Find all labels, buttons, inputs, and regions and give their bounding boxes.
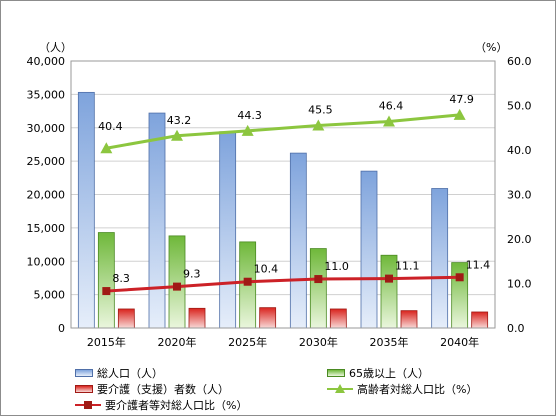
data-label: 10.4	[254, 263, 279, 276]
legend-item-elderly-ratio: 高齢者対総人口比（%）	[327, 381, 477, 397]
marker-square	[102, 287, 111, 296]
y-left-tick-label: 10,000	[27, 255, 66, 268]
legend-label: 要介護者等対総人口比（%）	[105, 399, 248, 412]
bar-care-count	[471, 311, 489, 329]
data-label: 11.1	[395, 260, 420, 273]
line-care-ratio	[106, 275, 460, 293]
y-left-unit: （人）	[39, 41, 72, 54]
bar-65-plus	[451, 262, 469, 329]
bar-care-count	[400, 310, 418, 329]
y-right-tick-label: 10.0	[507, 278, 532, 291]
x-tick-label: 2030年	[299, 335, 338, 349]
axes	[70, 60, 496, 329]
legend-item-65-plus: 65歳以上（人）	[327, 365, 429, 381]
y-left-tick-label: 20,000	[27, 189, 66, 202]
x-tick-label: 2020年	[158, 335, 197, 349]
y-left-tick-label: 40,000	[27, 55, 66, 68]
legend-label: 65歳以上（人）	[349, 367, 429, 380]
marker-square	[243, 277, 252, 286]
legend-label: 総人口（人）	[97, 367, 163, 380]
legend-swatch-green	[327, 369, 345, 377]
legend-item-care-ratio: 要介護者等対総人口比（%）	[75, 397, 247, 413]
marker-triangle	[453, 108, 466, 120]
marker-triangle	[312, 119, 325, 131]
x-tick-label: 2015年	[87, 335, 126, 349]
legend-line-red	[75, 400, 101, 410]
data-label: 40.4	[98, 120, 123, 133]
legend: 総人口（人） 65歳以上（人） 要介護（支援）者数（人） 高齢者対総人口比（%）	[75, 365, 495, 413]
line-elderly-ratio	[106, 113, 460, 150]
y-right-unit: （%）	[475, 41, 508, 54]
y-left-tick-label: 15,000	[27, 222, 66, 235]
bar-care-count	[188, 307, 206, 329]
y-right-tick-label: 50.0	[507, 100, 532, 113]
y-right-tick-label: 60.0	[507, 55, 532, 68]
series-lines	[100, 108, 466, 296]
bar-total-population	[77, 91, 95, 329]
plot-border	[70, 60, 496, 329]
marker-triangle	[100, 142, 113, 154]
bar-total-population	[148, 112, 166, 329]
y-left-tick-label: 35,000	[27, 88, 66, 101]
bar-total-population	[219, 131, 237, 329]
bar-total-population	[431, 188, 449, 329]
y-left-tick-label: 30,000	[27, 122, 66, 135]
y-left-tick-label: 0	[58, 322, 65, 335]
bar-care-count	[259, 307, 277, 329]
bar-care-count	[117, 308, 135, 329]
bars	[77, 91, 489, 329]
x-tick-label: 2035年	[370, 335, 409, 349]
data-label: 44.3	[237, 109, 262, 122]
bar-65-plus	[168, 235, 186, 329]
marker-square	[314, 275, 323, 284]
marker-square	[455, 273, 464, 282]
y-right-tick-label: 30.0	[507, 189, 532, 202]
y-right-tick-label: 40.0	[507, 144, 532, 157]
data-label: 8.3	[112, 272, 130, 285]
legend-item-total-population: 総人口（人）	[75, 365, 163, 381]
bar-care-count	[329, 308, 347, 329]
bar-total-population	[360, 170, 378, 329]
y-right-tick-label: 0.0	[507, 322, 525, 335]
tick-labels: 0 5,000 10,000 15,000 20,000 25,000 30,000 35,0…	[27, 55, 532, 349]
legend-label: 要介護（支援）者数（人）	[97, 383, 229, 396]
data-label: 47.9	[449, 93, 474, 106]
marker-triangle	[241, 124, 254, 136]
data-label: 43.2	[167, 114, 192, 127]
data-label: 45.5	[308, 104, 333, 117]
legend-item-care-count: 要介護（支援）者数（人）	[75, 381, 229, 397]
y-right-tick-label: 20.0	[507, 233, 532, 246]
x-tick-label: 2040年	[440, 335, 479, 349]
marker-triangle	[171, 129, 183, 141]
data-label: 9.3	[183, 268, 201, 281]
marker-square	[385, 274, 393, 283]
data-label: 11.4	[466, 258, 491, 271]
legend-swatch-blue	[75, 369, 93, 377]
marker-square	[173, 282, 181, 291]
marker-triangle	[383, 115, 395, 127]
bar-total-population	[289, 152, 307, 329]
x-tick-label: 2025年	[228, 335, 267, 349]
y-left-tick-label: 5,000	[34, 289, 66, 302]
data-label: 46.4	[379, 100, 404, 113]
legend-label: 高齢者対総人口比（%）	[357, 383, 478, 396]
data-label: 11.0	[324, 260, 349, 273]
data-labels: 40.4 43.2 44.3 45.5 46.4 47.9 8.3 9.3 10.4 11.0 11…	[98, 93, 490, 285]
legend-swatch-red	[75, 385, 93, 393]
legend-line-green	[327, 384, 353, 394]
y-left-tick-label: 25,000	[27, 155, 66, 168]
